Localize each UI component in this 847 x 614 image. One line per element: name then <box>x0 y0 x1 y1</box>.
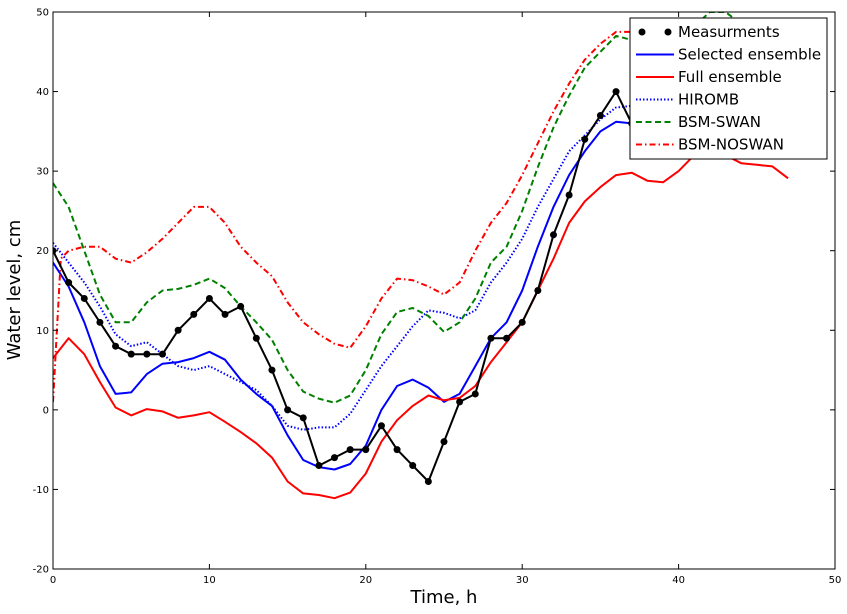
data-point <box>65 279 73 287</box>
data-point <box>96 318 104 326</box>
data-point <box>190 310 198 318</box>
data-point <box>284 406 292 414</box>
x-tick-label: 0 <box>50 575 56 586</box>
data-point <box>456 398 464 406</box>
x-axis-label: Time, h <box>410 587 478 608</box>
data-point <box>565 191 573 199</box>
data-point <box>440 438 448 446</box>
x-tick-label: 50 <box>829 575 842 586</box>
data-point <box>581 135 589 143</box>
data-point <box>80 294 88 302</box>
legend-label: HIROMB <box>678 91 739 109</box>
legend-label: Selected ensemble <box>678 46 821 64</box>
data-point <box>315 462 323 470</box>
data-point <box>503 334 511 342</box>
data-point <box>534 287 542 294</box>
plot-frame <box>52 11 836 570</box>
data-point <box>205 294 213 302</box>
data-point <box>174 326 182 334</box>
legend-marker <box>664 28 672 36</box>
y-tick-label: 40 <box>36 87 49 98</box>
data-point <box>409 462 417 470</box>
legend-label: BSM-SWAN <box>678 113 761 131</box>
data-point <box>549 231 557 239</box>
data-point <box>221 310 229 318</box>
legend-marker <box>638 28 646 36</box>
y-tick-label: 10 <box>36 326 49 337</box>
series-line-4 <box>53 12 742 404</box>
data-point <box>127 350 135 358</box>
data-point <box>268 366 276 374</box>
data-point <box>252 334 260 342</box>
data-point <box>331 454 339 462</box>
data-point <box>424 477 432 485</box>
legend: Measurments Selected ensemble Full ensembl… <box>629 17 828 160</box>
data-point <box>158 350 166 358</box>
x-tick-label: 30 <box>516 575 529 586</box>
tick-layer: 0 10 20 30 40 50 -20 -10 0 10 20 30 40 50 <box>33 8 842 587</box>
x-tick-label: 20 <box>359 575 372 586</box>
data-point <box>518 318 526 326</box>
y-tick-label: 20 <box>36 246 49 257</box>
series-layer <box>53 12 789 500</box>
data-point <box>377 422 385 430</box>
y-tick-label: -20 <box>33 565 49 576</box>
legend-label: Measurments <box>678 23 780 41</box>
data-point <box>471 390 479 398</box>
data-point <box>612 88 620 96</box>
data-point <box>487 334 495 342</box>
x-tick-label: 10 <box>203 575 216 586</box>
series-line-3 <box>53 104 648 431</box>
y-axis-label: Water level, cm <box>4 220 25 361</box>
y-tick-label: 30 <box>36 167 49 178</box>
data-point <box>237 302 245 310</box>
legend-label: BSM-NOSWAN <box>678 136 784 154</box>
data-point <box>143 350 151 358</box>
y-tick-label: 50 <box>36 8 49 19</box>
data-point <box>112 342 120 350</box>
series-line-1 <box>53 120 679 471</box>
x-tick-label: 40 <box>672 575 685 586</box>
series-line-5 <box>53 30 648 402</box>
y-tick-label: -10 <box>33 485 49 496</box>
data-point <box>299 414 307 422</box>
legend-box <box>629 17 828 160</box>
legend-label: Full ensemble <box>678 68 782 86</box>
data-point <box>596 111 604 119</box>
data-point <box>362 446 370 454</box>
data-point <box>393 446 401 454</box>
series-line-2 <box>53 142 789 500</box>
y-tick-label: 0 <box>43 405 49 416</box>
data-point <box>346 446 354 454</box>
